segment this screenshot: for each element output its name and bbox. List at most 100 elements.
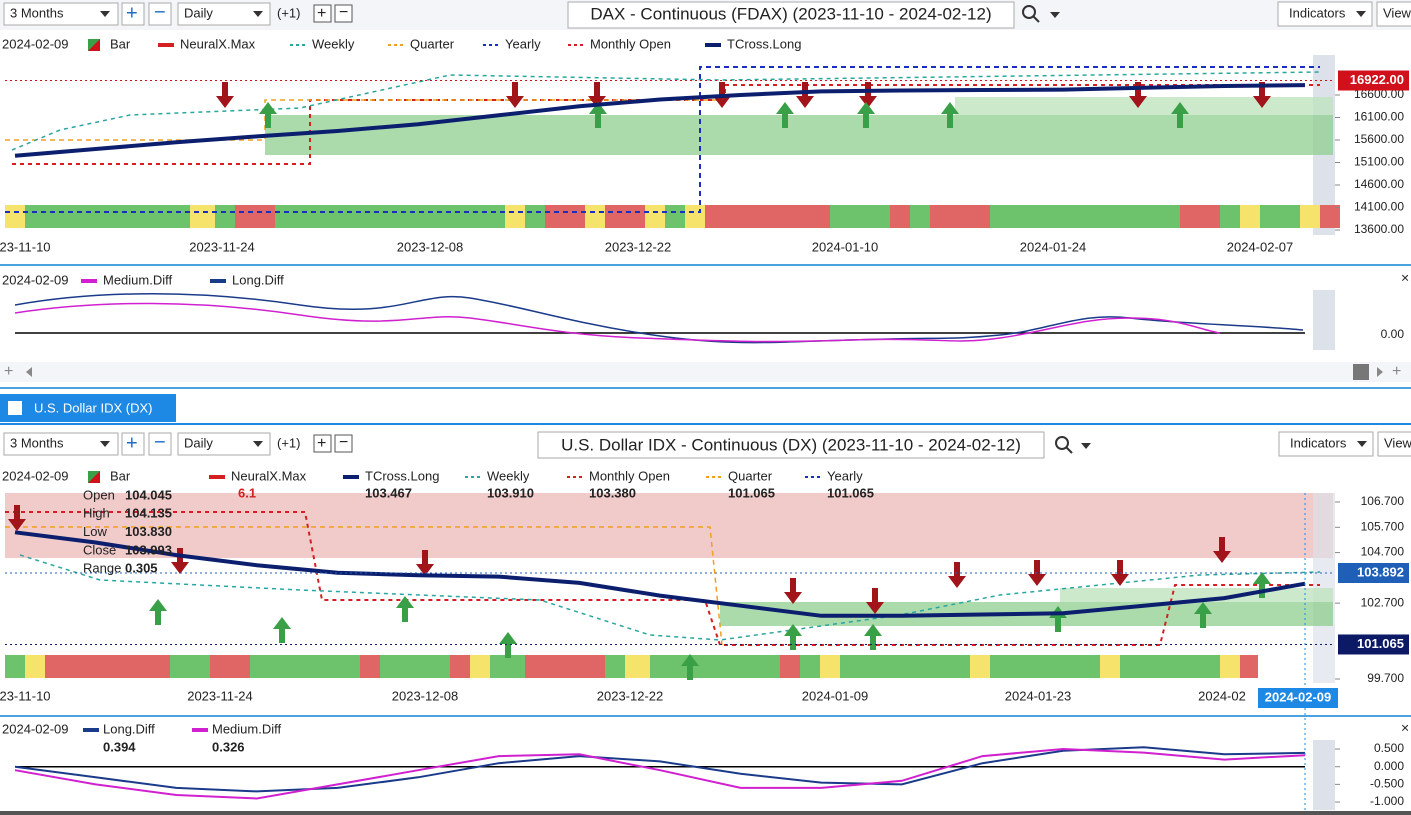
ohlc-value: 0.305 [125, 561, 158, 576]
plus: + [126, 2, 138, 24]
price-label-text: 101.065 [1357, 636, 1404, 651]
range-select[interactable] [3, 2, 119, 26]
legend-value: 103.467 [365, 485, 412, 500]
legend-value: 101.065 [728, 485, 775, 500]
scroll-left[interactable] [26, 367, 32, 377]
tcross-long-line [14, 83, 1306, 158]
close-icon[interactable]: × [1401, 720, 1409, 736]
date-label: 2024-01-24 [1020, 239, 1087, 254]
regime-segment [1120, 655, 1220, 678]
price-tick-label: 106.700 [1361, 494, 1405, 508]
caret [1081, 443, 1091, 449]
price-tick-label: 16100.00 [1354, 110, 1404, 124]
legend-date: 2024-02-09 [2, 36, 69, 51]
future-zone [1313, 290, 1335, 350]
buy-arrow [273, 617, 291, 643]
dx-tab[interactable] [0, 394, 176, 422]
regime-segment [25, 655, 45, 678]
sell-arrow [859, 82, 877, 108]
price-label-text: 103.892 [1357, 564, 1404, 579]
symbol-title: DAX - Continuous (FDAX) (2023-11-10 - 20… [590, 4, 991, 23]
legend-item: Long.Diff [103, 721, 155, 736]
ohlc-label: Open [83, 487, 115, 502]
regime-segment [210, 655, 250, 678]
symbol-box[interactable] [537, 431, 1045, 459]
regime-segment [780, 655, 800, 678]
date-label: 2024-01-10 [812, 239, 879, 254]
legend-value: 0.394 [103, 739, 136, 754]
sell-arrow [796, 82, 814, 108]
search-icon[interactable] [1022, 5, 1036, 19]
legend-icon [88, 39, 100, 51]
future-zone [1313, 740, 1335, 810]
price-tick-label: 99.700 [1367, 671, 1404, 685]
add-button[interactable] [313, 434, 332, 453]
legend-item: Bar [110, 36, 131, 51]
support-zone [955, 97, 1333, 115]
scrollbar[interactable] [0, 362, 1411, 382]
search-icon[interactable] [1055, 436, 1069, 450]
interval-select[interactable] [177, 432, 271, 456]
remove-button[interactable] [334, 434, 353, 453]
legend-item: TCross.Long [727, 36, 801, 51]
regime-segment [830, 205, 890, 228]
regime-segment [1320, 205, 1340, 228]
zoom-in[interactable] [121, 432, 145, 456]
search-icon [1065, 446, 1073, 454]
regime-segment [665, 205, 685, 228]
range-text: 3 Months [10, 5, 64, 20]
symbol-box[interactable] [567, 1, 1015, 29]
interval-text: Daily [184, 5, 213, 20]
regime-segment [645, 205, 665, 228]
legend-item: NeuralX.Max [180, 36, 256, 51]
legend-item: Medium.Diff [212, 721, 282, 736]
sell-arrow [1129, 82, 1147, 108]
legend-item: Long.Diff [232, 272, 284, 287]
regime-segment [525, 655, 605, 678]
tcross-long-line [14, 530, 1306, 618]
zoom-out[interactable] [148, 2, 172, 26]
legend-item: NeuralX.Max [231, 468, 307, 483]
price-label [1338, 634, 1409, 655]
minus: − [154, 431, 166, 453]
indicators-button[interactable] [1277, 1, 1373, 27]
regime-segment [625, 655, 650, 678]
zoom-in[interactable] [121, 2, 145, 26]
buy-arrow [941, 102, 959, 128]
range-select[interactable] [3, 432, 119, 456]
legend-value: 0.326 [212, 739, 245, 754]
buy-arrow [681, 654, 699, 680]
view-button[interactable] [1376, 1, 1411, 27]
view-button[interactable] [1377, 431, 1411, 457]
regime-segment [250, 655, 360, 678]
caret [100, 441, 110, 447]
quarter-line [5, 526, 723, 646]
indicators-button[interactable] [1278, 431, 1374, 457]
zoom-out[interactable] [148, 432, 172, 456]
caret [1357, 441, 1367, 447]
remove-button[interactable] [334, 4, 353, 23]
legend-value: 101.065 [827, 485, 874, 500]
regime-segment [650, 655, 780, 678]
regime-segment [1220, 205, 1240, 228]
regime-segment [735, 205, 830, 228]
yearly-line [5, 66, 1320, 213]
caret [253, 441, 263, 447]
regime-segment [505, 205, 525, 228]
interval-select[interactable] [177, 2, 271, 26]
legend-item: Quarter [728, 468, 773, 483]
minus: − [339, 4, 348, 21]
close-icon[interactable]: × [1401, 270, 1409, 286]
sell-arrow [588, 82, 606, 108]
medium-diff-line [14, 302, 1221, 343]
legend-item: TCross.Long [365, 468, 439, 483]
add-button[interactable] [313, 4, 332, 23]
sell-arrow [216, 82, 234, 108]
legend-item: Quarter [410, 36, 455, 51]
scroll-right[interactable] [1377, 367, 1383, 377]
buy-arrow [589, 102, 607, 128]
buy-arrow [1253, 572, 1271, 598]
scroll-thumb[interactable] [1353, 364, 1369, 380]
legend-item: Bar [110, 468, 131, 483]
